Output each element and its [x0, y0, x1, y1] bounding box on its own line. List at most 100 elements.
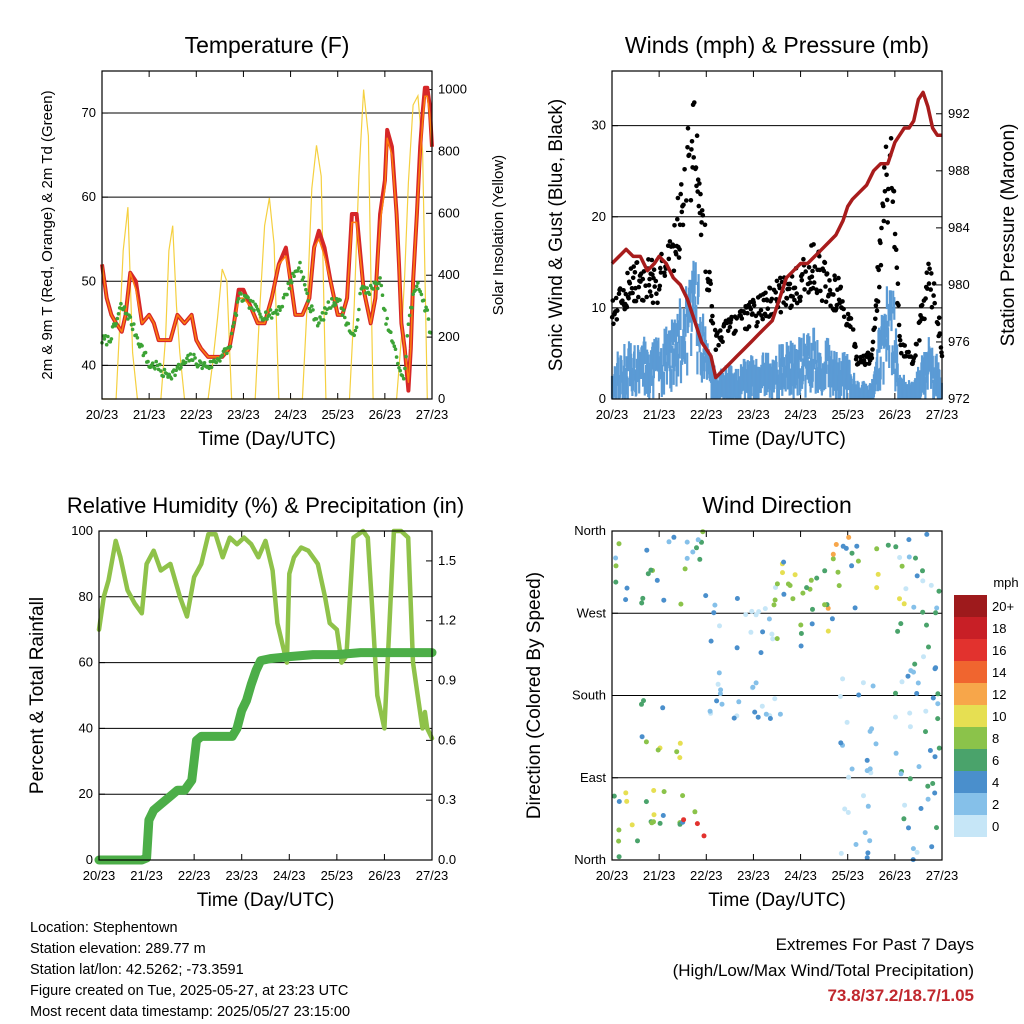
chart-title: Wind Direction — [702, 492, 852, 518]
wind-gust-point — [699, 220, 704, 225]
wind-gust-point — [902, 343, 907, 348]
dewpoint-point — [354, 325, 359, 330]
wind-gust-point — [773, 290, 778, 295]
wind-gust-point — [794, 291, 799, 296]
panel-2: 0 10 20 30 972 976 980 984 988 992 20/23 21/23 22/23… — [546, 32, 1019, 450]
wind-gust-point — [802, 287, 807, 292]
direction-point — [692, 809, 698, 815]
dewpoint-point — [384, 322, 388, 326]
colorbar-title: mph — [993, 575, 1018, 590]
wind-gust-point — [720, 339, 725, 345]
direction-point — [718, 687, 724, 693]
dewpoint-point — [371, 287, 375, 291]
direction-point — [753, 680, 759, 686]
direction-point — [933, 610, 939, 616]
direction-point — [714, 698, 720, 704]
direction-point — [677, 755, 683, 761]
dewpoint-point — [306, 299, 311, 303]
dewpoint-point — [413, 288, 418, 292]
x-tick-label: 23/23 — [737, 868, 770, 883]
direction-point — [717, 623, 722, 629]
wind-gust-point — [836, 275, 841, 281]
dewpoint-point — [140, 344, 144, 348]
direction-point — [861, 793, 866, 799]
wind-gust-point — [790, 294, 795, 299]
direction-point — [844, 719, 850, 725]
wind-gust-point — [751, 303, 757, 308]
panel-3: 0 20 40 60 80 100 0.0 0.3 0.6 0.9 1.2 1.5 20/23 21/23… — [27, 493, 464, 911]
y-axis-label-left: 2m & 9m T (Red, Orange) & 2m Td (Green) — [39, 90, 56, 379]
wind-gust-point — [693, 165, 699, 170]
direction-point — [808, 577, 814, 583]
dewpoint-point — [404, 354, 408, 359]
colorbar-label: 14 — [992, 665, 1006, 680]
dewpoint-point — [340, 313, 345, 317]
direction-point — [914, 691, 920, 696]
x-tick-label: 21/23 — [643, 868, 676, 883]
wind-gust-point — [644, 294, 649, 300]
y-axis-label-left: Percent & Total Rainfall — [27, 597, 48, 794]
direction-point — [916, 764, 922, 770]
direction-point — [731, 715, 737, 721]
wind-gust-point — [679, 209, 685, 215]
direction-point — [903, 586, 909, 592]
colorbar-label: 2 — [992, 797, 999, 812]
y-tick-label-right: 1.2 — [438, 613, 456, 628]
direction-point — [697, 556, 703, 562]
wind-gust-point — [778, 309, 784, 315]
wind-gust-point — [699, 208, 705, 213]
dewpoint-point — [407, 313, 412, 318]
dewpoint-point — [116, 312, 121, 316]
direction-point — [781, 591, 787, 597]
wind-gust-point — [895, 281, 901, 287]
direction-point — [867, 728, 873, 734]
direction-point — [893, 750, 899, 756]
wind-gust-point — [641, 298, 646, 303]
wind-gust-point — [917, 338, 922, 343]
wind-gust-point — [700, 213, 706, 218]
direction-point — [703, 593, 709, 599]
wind-gust-point — [807, 280, 813, 285]
direction-point — [681, 817, 687, 823]
dewpoint-point — [416, 281, 420, 285]
direction-point — [651, 812, 657, 818]
wind-gust-point — [629, 286, 635, 291]
y-tick-label-left: 70 — [82, 105, 96, 120]
y-tick-label-right: 972 — [948, 391, 970, 406]
dewpoint-point — [122, 305, 127, 309]
direction-point — [921, 654, 926, 660]
direction-point — [649, 820, 655, 826]
direction-point — [908, 668, 914, 674]
dewpoint-point — [176, 362, 181, 367]
colorbar-label: 10 — [992, 709, 1006, 724]
direction-point — [734, 645, 740, 651]
direction-point — [641, 698, 646, 704]
dewpoint-point — [301, 275, 306, 280]
y-tick-label-right: 600 — [438, 205, 460, 220]
direction-point — [918, 806, 924, 811]
colorbar-label: 12 — [992, 687, 1006, 702]
direction-point — [678, 601, 684, 607]
direction-point — [655, 747, 661, 753]
wind-gust-point — [719, 335, 724, 340]
y-tick-label-right: 0.6 — [438, 732, 456, 747]
direction-point — [635, 838, 640, 844]
wind-gust-point — [616, 291, 622, 297]
direction-point — [762, 606, 768, 612]
wind-gust-point — [676, 255, 682, 260]
direction-point — [836, 583, 842, 589]
direction-point — [695, 537, 701, 543]
wind-gust-point — [778, 275, 783, 281]
direction-point — [928, 582, 934, 588]
dewpoint-point — [161, 374, 166, 379]
wind-gust-point — [678, 191, 683, 197]
y-tick-label-left: 40 — [79, 720, 93, 735]
direction-point — [856, 692, 862, 698]
colorbar-label: 4 — [992, 775, 999, 790]
wind-gust-point — [873, 303, 879, 308]
wind-gust-point — [691, 155, 696, 160]
direction-point — [910, 846, 916, 852]
wind-gust-point — [885, 220, 890, 225]
wind-gust-point — [812, 264, 818, 269]
direction-point — [930, 781, 936, 786]
